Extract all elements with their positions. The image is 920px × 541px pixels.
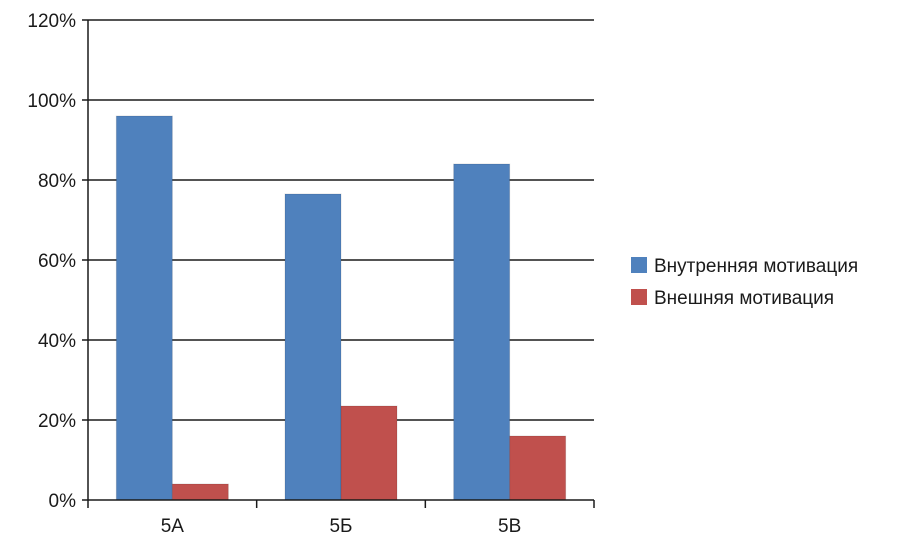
x-axis-tick-labels: 5А 5Б 5В: [161, 516, 522, 537]
bar-external-3: [509, 435, 567, 501]
y-tick-label: 80%: [38, 171, 76, 192]
bar-external-2: [340, 405, 398, 501]
y-tick-label: 0%: [49, 491, 77, 512]
bar-external-1: [171, 483, 229, 501]
x-tick-label: 5В: [498, 516, 521, 537]
legend-swatch: [631, 289, 647, 305]
y-tick-label: 20%: [38, 411, 76, 432]
bar-internal-2: [284, 193, 342, 501]
y-tick-label: 60%: [38, 251, 76, 272]
y-tick-label: 120%: [27, 11, 76, 32]
legend-label: Внешняя мотивация: [654, 288, 834, 309]
y-axis-tick-labels: 0% 20% 40% 60% 80% 100% 120%: [27, 11, 76, 512]
legend-label: Внутренняя мотивация: [654, 256, 858, 277]
bar-internal-1: [115, 115, 173, 501]
legend: Внутренняя мотивация Внешняя мотивация: [631, 256, 858, 309]
bar-internal-3: [453, 163, 511, 501]
y-tick-label: 40%: [38, 331, 76, 352]
legend-swatch: [631, 257, 647, 273]
bars: [115, 115, 567, 501]
y-tick-label: 100%: [27, 91, 76, 112]
x-tick-label: 5Б: [329, 516, 352, 537]
axes: [82, 20, 595, 508]
x-tick-label: 5А: [161, 516, 185, 537]
